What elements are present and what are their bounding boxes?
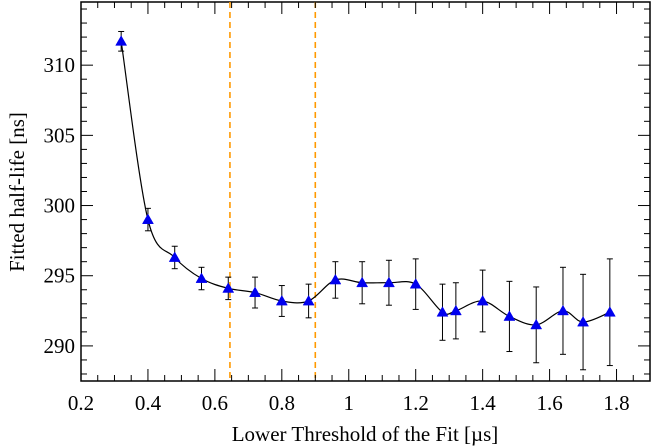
x-axis-title: Lower Threshold of the Fit [µs] [232,422,499,446]
x-tick-label: 1.6 [536,391,562,415]
data-point [449,304,462,316]
data-point [249,286,261,297]
x-tick-label: 0.8 [269,391,295,415]
data-point [168,251,181,262]
fit-curve-path [120,41,611,326]
y-axis-title: Fitted half-life [ns] [5,112,29,272]
data-point [222,282,235,293]
fit-curve [120,41,611,326]
x-tick-label: 0.6 [202,391,228,415]
plot-frame [80,1,651,382]
data-point [115,35,128,46]
data-point [195,272,208,283]
x-tick-label: 0.2 [68,391,94,415]
data-point [577,316,589,327]
y-axis-ticks: 290 295 300 305 310 [44,8,650,375]
y-tick-label: 305 [44,123,76,147]
y-tick-label: 290 [44,334,76,358]
data-point [603,306,616,317]
data-point [275,294,288,306]
x-axis-ticks: 0.2 0.4 0.6 0.8 1 1.2 1.4 1.6 1.8 [68,2,651,415]
x-tick-label: 1.8 [603,391,629,415]
x-tick-label: 1 [344,391,355,415]
error-bars [118,30,613,371]
data-point [356,276,369,288]
x-tick-label: 1.2 [403,391,429,415]
data-points [115,35,616,330]
threshold-lines [229,2,317,381]
data-point [476,294,489,306]
data-point [329,273,342,285]
data-point [382,276,395,288]
y-tick-label: 300 [44,194,76,218]
data-point [436,306,449,317]
y-tick-label: 310 [44,53,76,77]
data-point [409,278,422,289]
data-point [503,310,516,321]
data-point [302,294,315,306]
data-point [142,213,154,224]
x-tick-label: 1.4 [470,391,497,415]
y-tick-label: 295 [44,264,76,288]
x-tick-label: 0.4 [135,391,162,415]
data-point [530,318,543,330]
data-point [557,304,569,316]
